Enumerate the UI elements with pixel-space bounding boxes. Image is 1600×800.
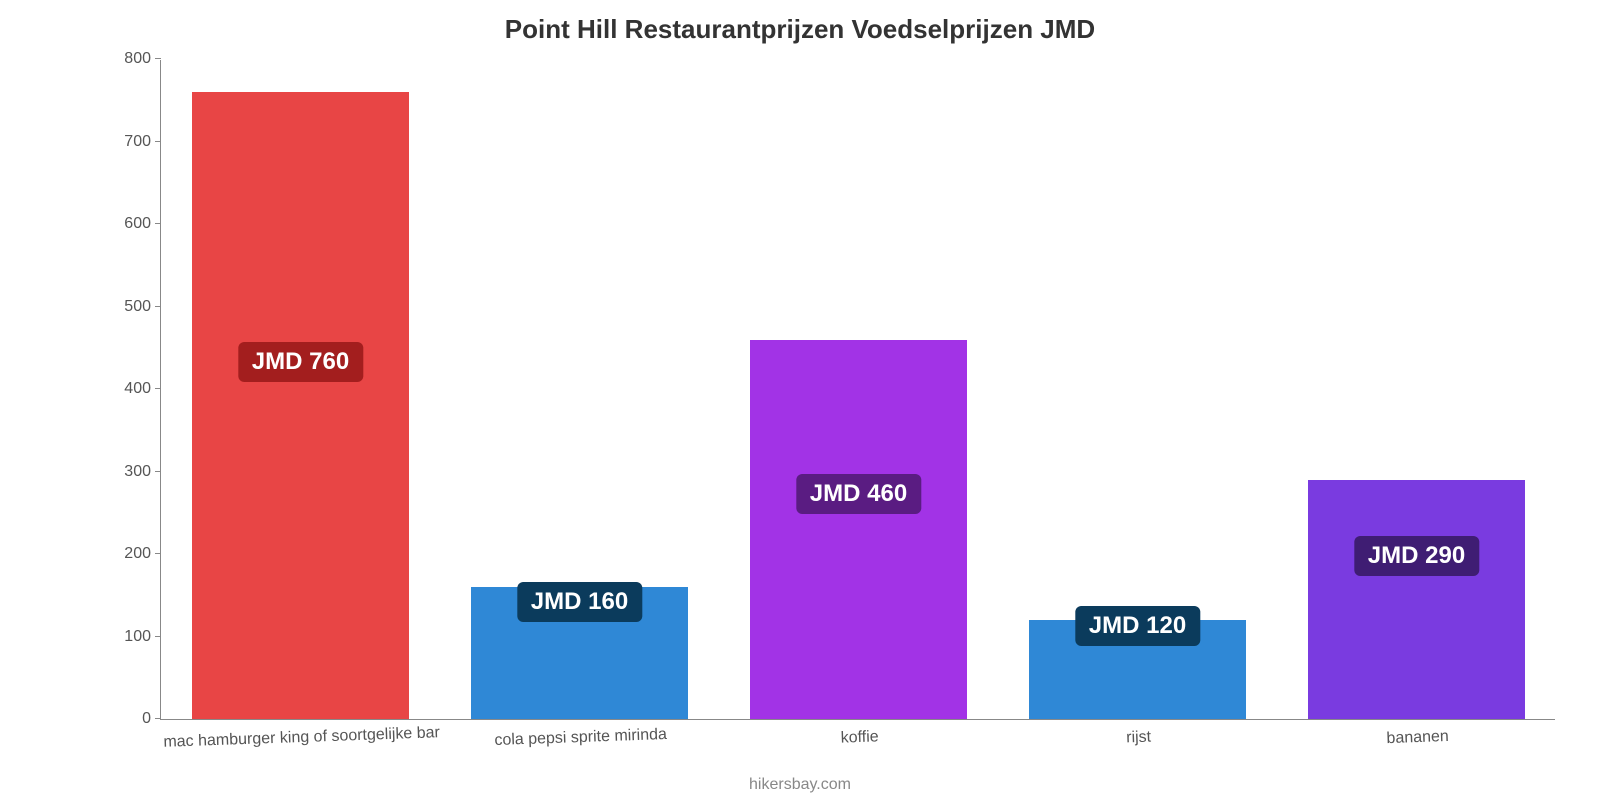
chart-container: Point Hill Restaurantprijzen Voedselprij… bbox=[0, 0, 1600, 800]
y-tick-mark bbox=[155, 223, 161, 224]
y-tick-label: 700 bbox=[124, 133, 161, 151]
chart-title: Point Hill Restaurantprijzen Voedselprij… bbox=[0, 14, 1600, 45]
x-category-label: rijst bbox=[1125, 719, 1151, 748]
x-category-label: mac hamburger king of soortgelijke bar bbox=[162, 714, 439, 752]
x-category-label: cola pepsi sprite mirinda bbox=[493, 716, 666, 750]
bar bbox=[1308, 480, 1526, 719]
y-tick-mark bbox=[155, 58, 161, 59]
bar-value-badge: JMD 290 bbox=[1354, 536, 1479, 576]
bar-value-badge: JMD 760 bbox=[238, 342, 363, 382]
bar-value-badge: JMD 460 bbox=[796, 474, 921, 514]
y-tick-label: 400 bbox=[124, 380, 161, 398]
y-tick-label: 100 bbox=[124, 628, 161, 646]
y-tick-mark bbox=[155, 141, 161, 142]
y-tick-label: 600 bbox=[124, 215, 161, 233]
attribution-text: hikersbay.com bbox=[0, 776, 1600, 794]
bar-value-badge: JMD 120 bbox=[1075, 606, 1200, 646]
bar bbox=[750, 340, 968, 720]
y-tick-label: 800 bbox=[124, 50, 161, 68]
y-tick-label: 500 bbox=[124, 298, 161, 316]
y-tick-mark bbox=[155, 636, 161, 637]
x-category-label: koffie bbox=[840, 718, 879, 747]
y-tick-label: 0 bbox=[142, 710, 161, 728]
y-tick-mark bbox=[155, 718, 161, 719]
bar bbox=[192, 92, 410, 719]
y-tick-mark bbox=[155, 471, 161, 472]
y-tick-mark bbox=[155, 388, 161, 389]
y-tick-label: 200 bbox=[124, 545, 161, 563]
x-category-label: bananen bbox=[1385, 718, 1448, 748]
bar-value-badge: JMD 160 bbox=[517, 582, 642, 622]
y-tick-mark bbox=[155, 306, 161, 307]
y-tick-label: 300 bbox=[124, 463, 161, 481]
plot-area: 0100200300400500600700800JMD 760mac hamb… bbox=[160, 60, 1555, 720]
y-tick-mark bbox=[155, 553, 161, 554]
